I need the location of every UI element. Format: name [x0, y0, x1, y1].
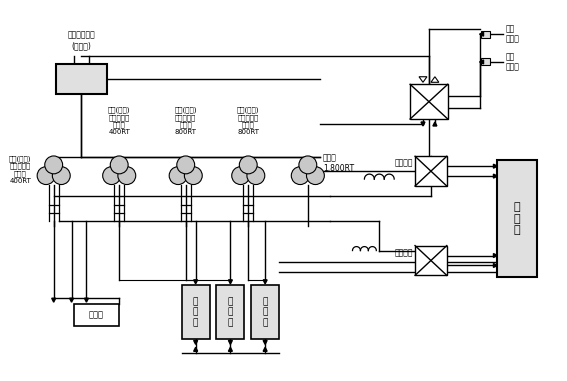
Polygon shape	[194, 347, 198, 351]
Circle shape	[232, 166, 249, 184]
Polygon shape	[493, 164, 497, 168]
Circle shape	[169, 166, 187, 184]
Bar	[74, 304, 119, 326]
Bar	[497, 160, 537, 277]
Polygon shape	[431, 77, 439, 82]
Polygon shape	[263, 280, 267, 284]
Polygon shape	[52, 298, 56, 302]
Polygon shape	[229, 280, 232, 284]
Circle shape	[307, 166, 324, 184]
Text: 온
수
조: 온 수 조	[193, 297, 198, 327]
Circle shape	[110, 156, 128, 174]
Circle shape	[118, 166, 136, 184]
Circle shape	[177, 156, 194, 174]
Polygon shape	[419, 77, 427, 82]
Polygon shape	[84, 298, 88, 302]
Polygon shape	[480, 32, 484, 36]
Polygon shape	[229, 347, 232, 351]
Polygon shape	[263, 347, 267, 351]
Circle shape	[247, 166, 265, 184]
Bar	[481, 58, 490, 66]
Circle shape	[45, 156, 62, 174]
Bar	[251, 285, 279, 339]
Circle shape	[299, 156, 317, 174]
Bar	[410, 84, 448, 119]
Circle shape	[103, 166, 121, 184]
Circle shape	[37, 166, 55, 184]
Polygon shape	[493, 253, 497, 258]
Polygon shape	[493, 264, 497, 267]
Text: 옥외열교환기
(가열탑): 옥외열교환기 (가열탑)	[67, 30, 95, 50]
Text: 열교환기: 열교환기	[395, 248, 413, 257]
Polygon shape	[229, 340, 232, 344]
Text: 바다
취수구: 바다 취수구	[505, 24, 519, 44]
Circle shape	[184, 166, 202, 184]
Polygon shape	[480, 60, 484, 64]
Polygon shape	[194, 280, 198, 284]
Bar	[481, 31, 490, 38]
Polygon shape	[263, 340, 267, 344]
Polygon shape	[493, 174, 497, 178]
Circle shape	[52, 166, 70, 184]
Polygon shape	[421, 122, 425, 126]
Text: 냉동기
1,800RT: 냉동기 1,800RT	[323, 154, 354, 173]
Text: 해수(공기)
열원열회수
열펌프
400RT: 해수(공기) 열원열회수 열펌프 400RT	[108, 107, 130, 135]
Bar	[217, 285, 244, 339]
Text: 해수(공기)
열원열회수
열펌프
400RT: 해수(공기) 열원열회수 열펌프 400RT	[9, 155, 32, 184]
Text: 온
수
조: 온 수 조	[263, 297, 268, 327]
Text: 해수(공기)
열원열회수
열펌프
800RT: 해수(공기) 열원열회수 열펌프 800RT	[237, 107, 260, 135]
Polygon shape	[70, 298, 74, 302]
Text: 온
수
조: 온 수 조	[228, 297, 233, 327]
Bar	[415, 156, 447, 186]
Text: 냉수조: 냉수조	[89, 311, 104, 320]
Bar	[415, 246, 447, 275]
Text: 열교환기: 열교환기	[395, 159, 413, 168]
Bar	[182, 285, 210, 339]
Polygon shape	[433, 122, 437, 126]
Bar	[56, 64, 107, 94]
Text: 해수(공기)
열원열회수
열펌프
800RT: 해수(공기) 열원열회수 열펌프 800RT	[175, 107, 197, 135]
Circle shape	[239, 156, 257, 174]
Polygon shape	[194, 340, 198, 344]
Text: 수
요
가: 수 요 가	[514, 202, 521, 235]
Text: 바다
방수구: 바다 방수구	[505, 52, 519, 72]
Circle shape	[291, 166, 309, 184]
